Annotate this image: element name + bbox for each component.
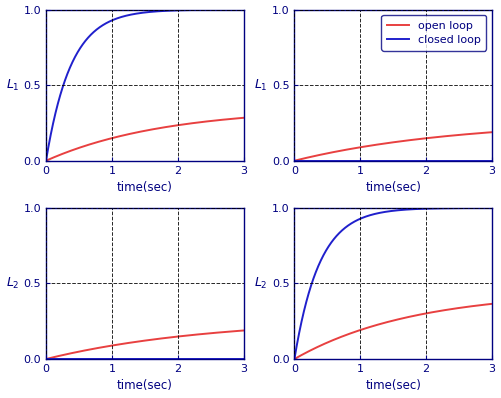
X-axis label: time(sec): time(sec) <box>365 181 421 194</box>
Y-axis label: $L_2$: $L_2$ <box>6 276 19 291</box>
X-axis label: time(sec): time(sec) <box>117 379 173 392</box>
Y-axis label: $L_2$: $L_2$ <box>254 276 268 291</box>
X-axis label: time(sec): time(sec) <box>117 181 173 194</box>
Y-axis label: $L_1$: $L_1$ <box>6 78 19 93</box>
Legend: open loop, closed loop: open loop, closed loop <box>381 15 486 51</box>
X-axis label: time(sec): time(sec) <box>365 379 421 392</box>
Y-axis label: $L_1$: $L_1$ <box>254 78 268 93</box>
